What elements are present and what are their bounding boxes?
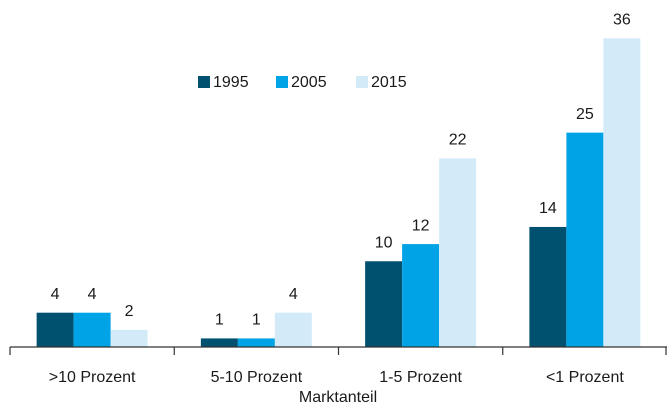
- bar: [274, 312, 312, 347]
- x-tick-label: <1 Prozent: [546, 369, 624, 386]
- bar: [566, 132, 604, 347]
- bar: [200, 338, 238, 347]
- data-label: 4: [289, 286, 298, 303]
- x-tick-label: 1-5 Prozent: [379, 369, 462, 386]
- bar: [73, 312, 111, 347]
- x-axis-label: Marktanteil: [299, 389, 377, 406]
- legend-label: 2015: [371, 74, 407, 91]
- data-label: 12: [412, 217, 430, 234]
- bar: [110, 329, 148, 347]
- data-label: 2: [125, 303, 134, 320]
- data-label: 1: [252, 312, 261, 329]
- bar: [439, 158, 477, 347]
- bar: [529, 226, 567, 347]
- data-label: 4: [88, 286, 97, 303]
- legend-label: 1995: [213, 74, 249, 91]
- bar: [402, 244, 440, 347]
- data-label: 4: [51, 286, 60, 303]
- x-tick-label: >10 Prozent: [49, 369, 136, 386]
- data-label: 22: [449, 132, 467, 149]
- bar: [36, 312, 74, 347]
- data-label: 10: [375, 234, 393, 251]
- x-tick-label: 5-10 Prozent: [211, 369, 303, 386]
- legend-swatch: [356, 76, 368, 88]
- bar: [237, 338, 275, 347]
- data-label: 25: [576, 106, 594, 123]
- bar: [603, 38, 641, 348]
- data-label: 36: [613, 12, 631, 29]
- legend-swatch: [276, 76, 288, 88]
- legend-swatch: [198, 76, 210, 88]
- bar: [365, 261, 403, 347]
- legend-label: 2005: [291, 74, 327, 91]
- data-label: 1: [215, 312, 224, 329]
- data-label: 14: [539, 200, 557, 217]
